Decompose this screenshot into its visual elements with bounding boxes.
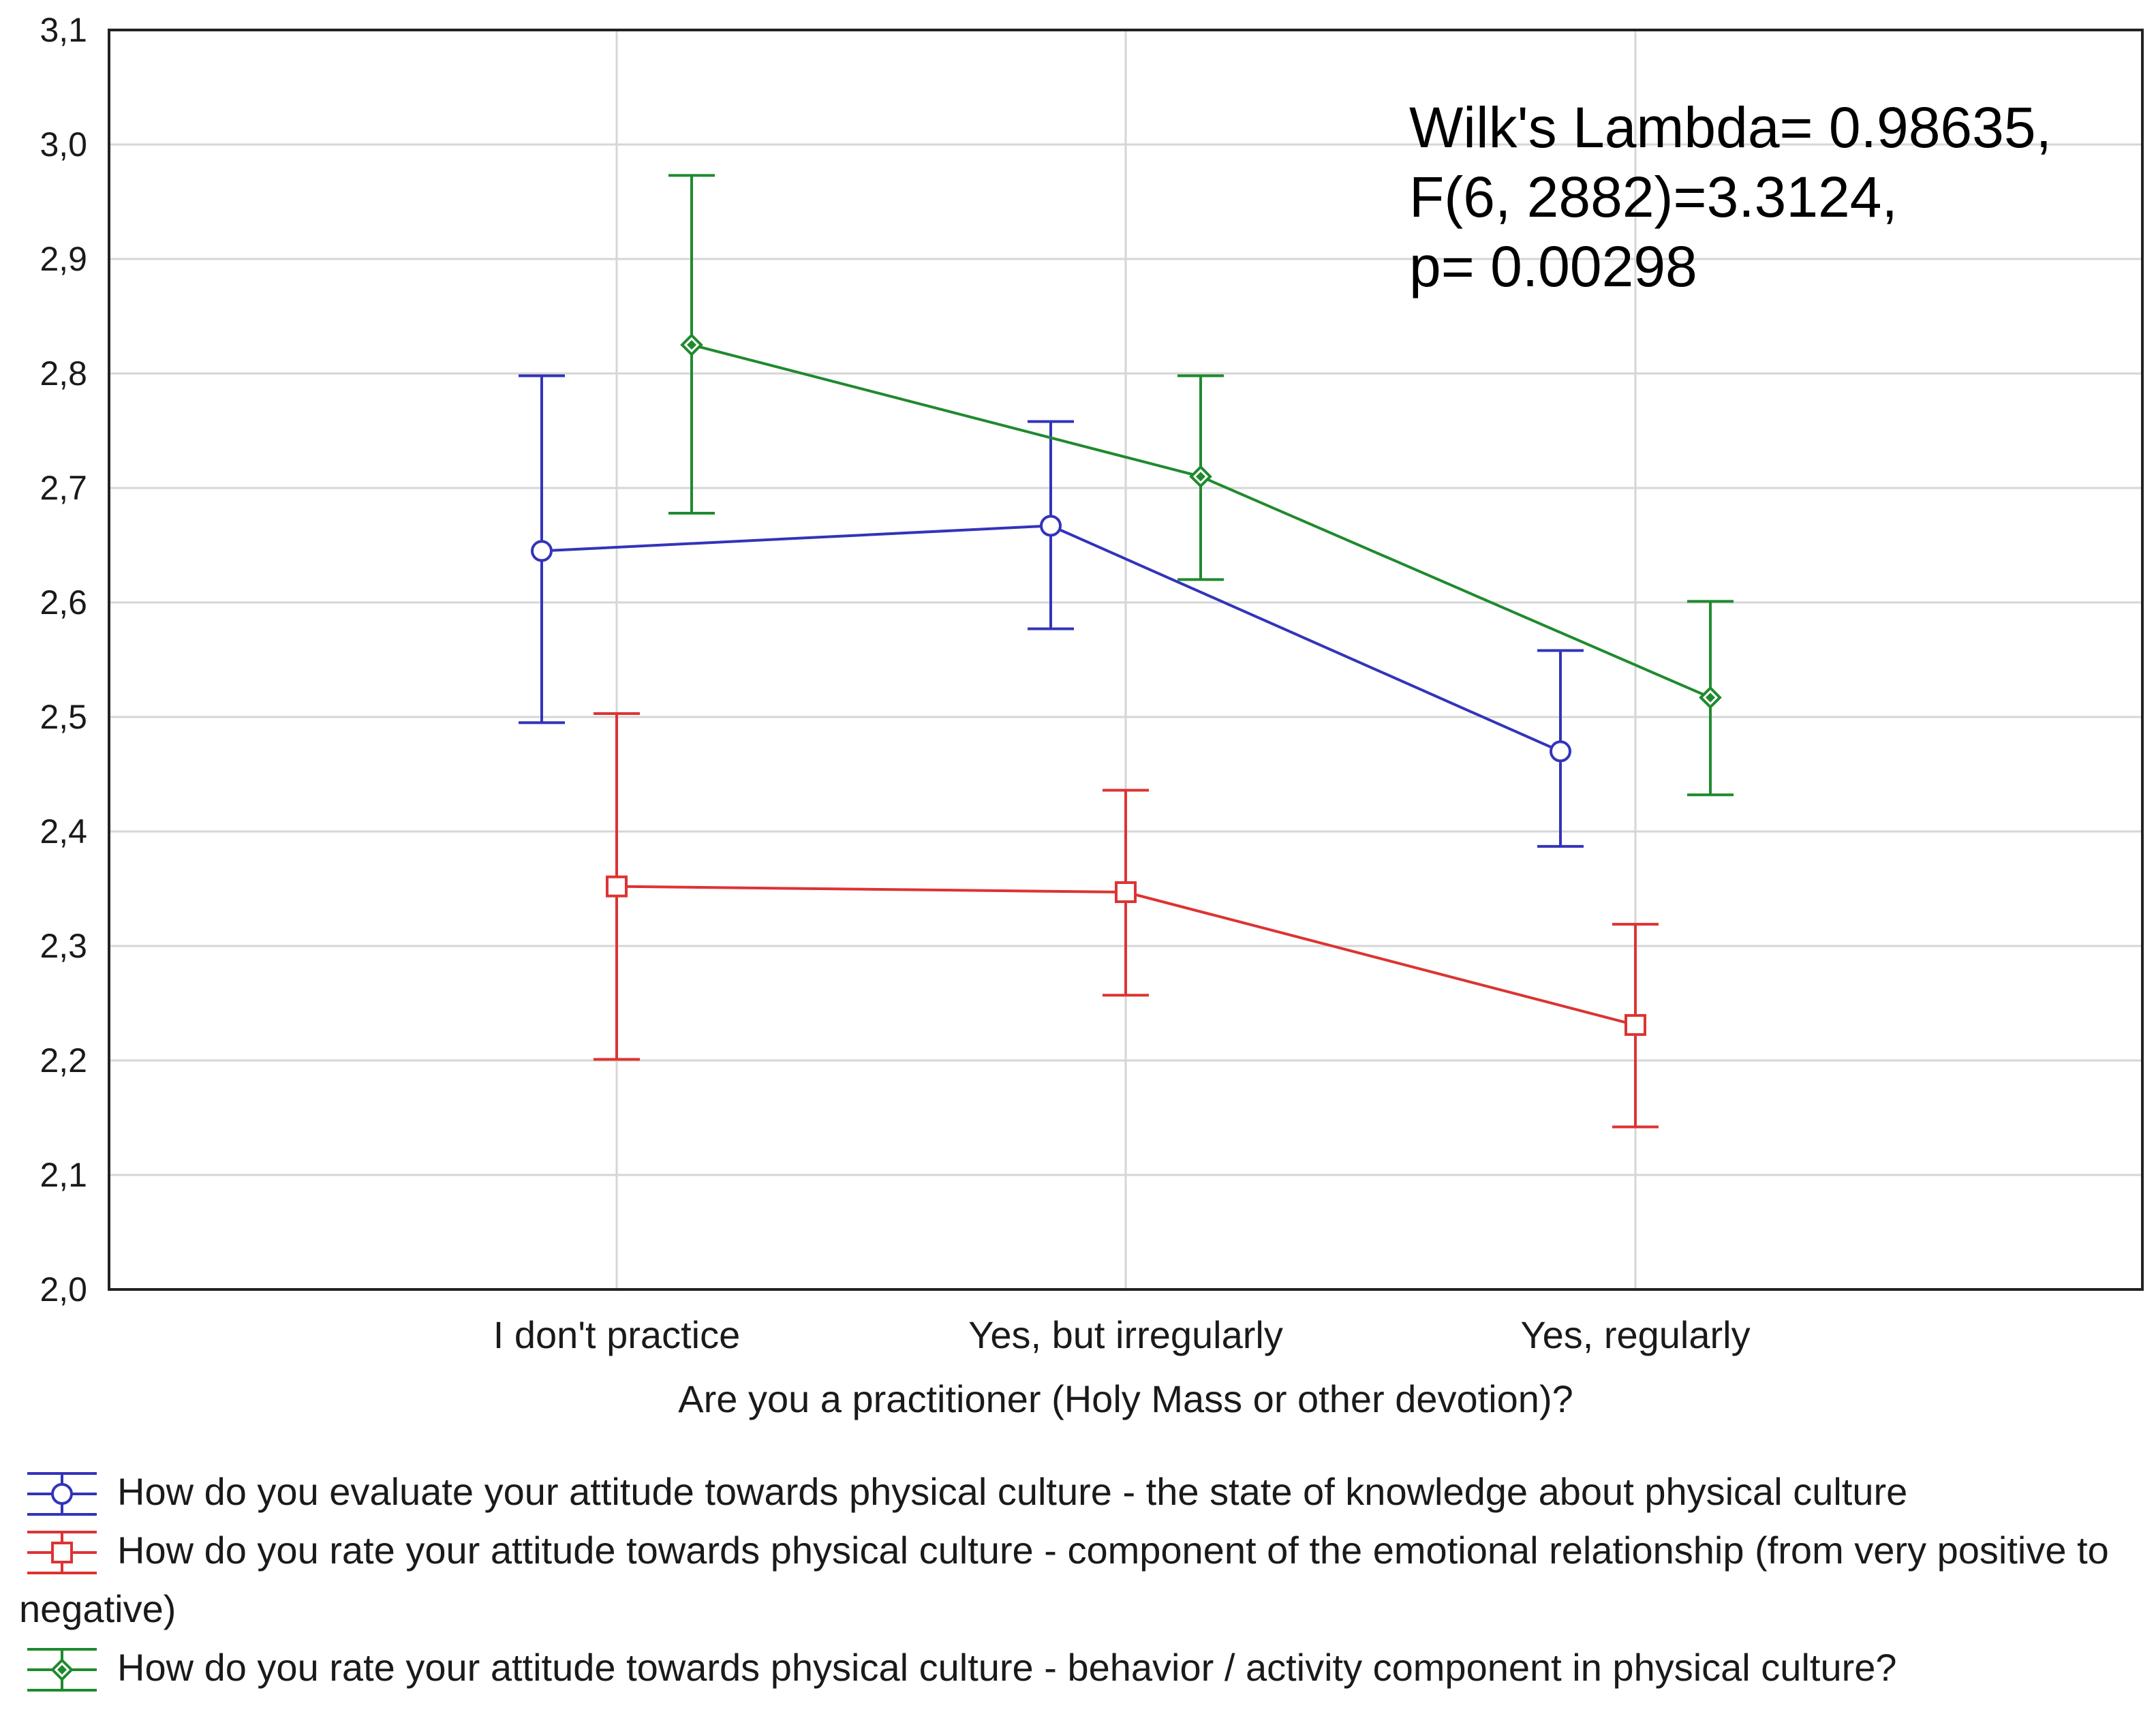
annotation-line: p= 0.00298: [1409, 234, 1697, 299]
data-point: [531, 540, 553, 562]
legend-item: How do you rate your attitude towards ph…: [27, 1646, 1897, 1692]
data-point-fill: [1706, 692, 1715, 703]
y-tick-label: 2,9: [40, 240, 87, 278]
statistics-annotation: Wilk's Lambda= 0.98635, F(6, 2882)=3.312…: [1409, 95, 2052, 299]
y-tick-label: 2,4: [40, 812, 87, 851]
legend-label: How do you rate your attitude towards ph…: [117, 1646, 1897, 1689]
annotation-line: F(6, 2882)=3.3124,: [1409, 165, 1898, 229]
legend-label: How do you evaluate your attitude toward…: [117, 1470, 1907, 1513]
series: [668, 174, 1734, 797]
data-point: [1115, 881, 1137, 904]
legend-label: How do you rate your attitude towards ph…: [19, 1529, 2109, 1630]
legend-marker: [51, 1483, 73, 1505]
y-tick-label: 2,2: [40, 1041, 87, 1080]
data-point: [606, 875, 628, 898]
y-tick-label: 2,8: [40, 354, 87, 393]
y-tick-label: 2,6: [40, 583, 87, 622]
series: [594, 712, 1659, 1129]
y-tick-label: 2,7: [40, 469, 87, 507]
y-tick-label: 2,1: [40, 1156, 87, 1194]
legend-item: How do you evaluate your attitude toward…: [27, 1470, 1907, 1516]
y-tick-label: 3,0: [40, 125, 87, 164]
x-tick-label: Yes, regularly: [1520, 1313, 1750, 1356]
data-point-fill: [1196, 472, 1205, 482]
x-axis-title: Are you a practitioner (Holy Mass or oth…: [678, 1377, 1573, 1420]
series-layer: [519, 174, 1734, 1129]
legend-marker: [51, 1542, 73, 1563]
data-point: [1550, 740, 1571, 763]
legend-item: How do you rate your attitude towards ph…: [19, 1529, 2109, 1630]
data-point: [1624, 1013, 1646, 1036]
plot-frame: [108, 29, 2144, 1291]
legend: How do you evaluate your attitude toward…: [19, 1470, 2109, 1692]
annotation-line: Wilk's Lambda= 0.98635,: [1409, 95, 2052, 159]
grid: [109, 29, 2142, 1291]
legend-marker-fill: [57, 1665, 67, 1675]
series: [519, 374, 1584, 848]
y-tick-label: 2,5: [40, 698, 87, 736]
y-tick-label: 2,0: [40, 1270, 87, 1309]
x-tick-label: I don't practice: [493, 1313, 740, 1356]
x-tick-label: Yes, but irregularly: [968, 1313, 1283, 1356]
y-tick-label: 2,3: [40, 927, 87, 965]
data-point: [1040, 515, 1062, 537]
y-axis-ticks: 2,0 2,1 2,2 2,3 2,4 2,5 2,6 2,7 2,8 2,9 3,0 3,1: [40, 11, 87, 1309]
x-axis-categories: I don't practice Yes, but irregularly Yes,…: [493, 1313, 1751, 1356]
data-point-fill: [687, 340, 696, 350]
y-tick-label: 3,1: [40, 11, 87, 49]
